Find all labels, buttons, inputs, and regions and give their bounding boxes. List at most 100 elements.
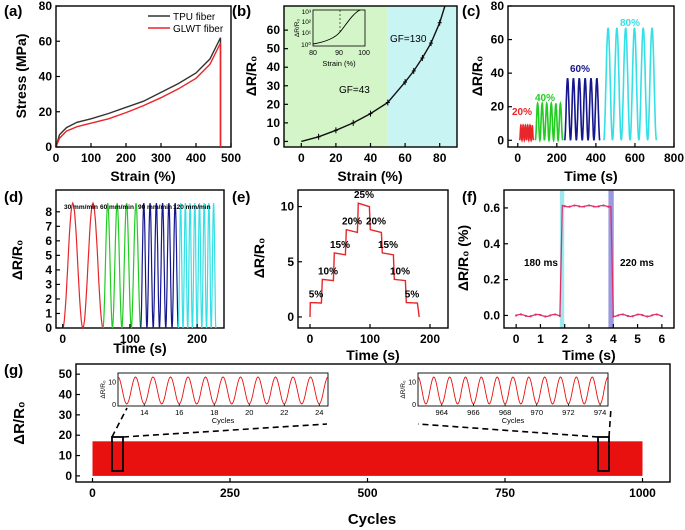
inset-xlabel-1: Cycles xyxy=(212,416,235,425)
inset-xtick-label-1-2: 18 xyxy=(210,408,218,417)
xlabel-c: Time (s) xyxy=(564,168,617,184)
marker-f-34 xyxy=(597,205,600,208)
xtick-label-c-3: 600 xyxy=(625,151,645,165)
inset-xtick-label-2-2: 968 xyxy=(499,408,512,417)
series-label-c-60: 60% xyxy=(570,64,590,75)
ytick-label-b-3: 30 xyxy=(267,79,281,93)
xtick-label-g-4: 1000 xyxy=(629,486,656,500)
inset-b-ytick-0: 10⁰ xyxy=(301,41,311,49)
xtick-label-c-1: 200 xyxy=(547,151,567,165)
ytick-label-a-4: 80 xyxy=(39,0,53,13)
xtick-label-d-2: 200 xyxy=(187,332,207,346)
marker-f-38 xyxy=(607,205,610,208)
inset-xtick-label-1-4: 22 xyxy=(280,408,288,417)
inset-b-ytick-1: 10¹ xyxy=(302,30,312,37)
marker-f-0 xyxy=(515,314,518,317)
ytick-label-d-0: 0 xyxy=(45,321,52,335)
annotation-gf130: GF=130 xyxy=(390,34,427,45)
inset-ytick-label-1-0: 0 xyxy=(112,402,116,409)
ytick-label-d-7: 7 xyxy=(45,219,52,233)
marker-f-6 xyxy=(529,315,532,318)
xtick-label-a-0: 0 xyxy=(53,151,60,165)
line-a-tpu xyxy=(55,37,222,148)
panel-label-f: (f) xyxy=(462,189,477,206)
xtick-label-c-0: 0 xyxy=(514,151,521,165)
marker-f-26 xyxy=(578,205,581,208)
ytick-label-b-0: 0 xyxy=(273,134,280,148)
ytick-label-b-2: 20 xyxy=(267,97,281,111)
panel-c: (c) 0 200 400 600 800 0 20 40 60 80 20% 40% 60% 8… xyxy=(462,0,684,184)
xtick-label-a-4: 400 xyxy=(186,151,206,165)
inset-xtick-label-1-0: 14 xyxy=(140,408,148,417)
xtick-label-a-5: 500 xyxy=(221,151,241,165)
panel-label-a: (a) xyxy=(4,3,22,20)
xtick-label-c-4: 800 xyxy=(664,151,684,165)
region-b-1 xyxy=(387,6,457,147)
xtick-label-f-3: 3 xyxy=(586,332,593,346)
ytick-label-b-6: 60 xyxy=(267,23,281,37)
inset-ylabel-2: ΔR/R₀ xyxy=(400,380,407,399)
line-e xyxy=(309,202,420,318)
inset-b-xlabel: Strain (%) xyxy=(322,59,356,68)
inset-line-1 xyxy=(117,376,329,405)
zoom-box-end xyxy=(597,436,610,472)
xtick-label-b-4: 80 xyxy=(433,151,447,165)
panel-label-b: (b) xyxy=(232,3,251,20)
panel-e: (e) 0 100 200 0 5 10 5% 10% 15% 20% 25% 20% 15% 10% 5… xyxy=(232,189,449,363)
ytick-label-c-1: 20 xyxy=(491,100,505,114)
xtick-label-d-1: 100 xyxy=(120,332,140,346)
ytick-label-e-0: 0 xyxy=(287,310,294,324)
ytick-label-b-1: 10 xyxy=(267,116,281,130)
line-d-0 xyxy=(62,201,104,330)
inset-xtick-label-1-3: 20 xyxy=(245,408,253,417)
ytick-label-g-2: 20 xyxy=(59,428,73,442)
inset-xtick-label-2-1: 966 xyxy=(467,408,480,417)
inset-xtick-label-2-4: 972 xyxy=(562,408,575,417)
ytick-label-d-2: 2 xyxy=(45,292,52,306)
marker-f-54 xyxy=(646,315,649,318)
legend-label-glwt: GLWT fiber xyxy=(173,24,224,35)
ytick-label-g-0: 0 xyxy=(65,469,72,483)
series-label-c-80: 80% xyxy=(620,18,640,29)
panel-f: (f) 0 1 2 3 4 5 6 0.0 0.2 0.4 0.6 180 ms 220 ms Ti… xyxy=(455,189,675,363)
marker-f-48 xyxy=(631,315,634,318)
inset-frame-1 xyxy=(117,372,329,407)
xtick-label-e-0: 0 xyxy=(307,332,314,346)
marker-f-44 xyxy=(621,313,625,316)
ytick-label-b-5: 50 xyxy=(267,42,281,56)
series-label-d-120: 120 mm/min xyxy=(173,204,211,211)
ytick-label-d-6: 6 xyxy=(45,234,52,248)
inset-b-xtick-2: 100 xyxy=(358,50,370,57)
annotation-180ms: 180 ms xyxy=(524,258,558,269)
cyclic-band xyxy=(92,441,643,476)
ytick-label-c-3: 60 xyxy=(491,33,505,47)
ytick-label-c-0: 0 xyxy=(497,133,504,147)
series-label-d-90: 90 mm/min xyxy=(138,204,172,211)
xtick-label-e-2: 200 xyxy=(420,332,440,346)
marker-f-36 xyxy=(602,204,605,207)
panel-label-c: (c) xyxy=(462,3,480,20)
ytick-label-a-3: 60 xyxy=(39,34,53,48)
xtick-label-b-0: 0 xyxy=(298,151,305,165)
region-b-0 xyxy=(284,6,388,147)
marker-f-14 xyxy=(549,314,552,317)
line-c-3 xyxy=(602,27,658,141)
xtick-label-g-2: 500 xyxy=(357,486,377,500)
xtick-label-f-2: 2 xyxy=(561,332,568,346)
inset-frame-2 xyxy=(417,372,609,407)
xtick-label-c-2: 400 xyxy=(586,151,606,165)
marker-f-52 xyxy=(641,314,644,317)
ytick-label-a-0: 0 xyxy=(45,140,52,154)
marker-f-46 xyxy=(626,314,629,318)
marker-f-32 xyxy=(592,205,595,208)
xtick-label-e-1: 100 xyxy=(360,332,380,346)
xtick-label-f-6: 6 xyxy=(659,332,666,346)
marker-f-56 xyxy=(651,314,654,317)
inset-xtick-label-2-5: 974 xyxy=(594,408,607,417)
ytick-label-e-2: 10 xyxy=(281,200,295,214)
line-d-1 xyxy=(102,202,142,329)
marker-f-24 xyxy=(573,204,576,207)
